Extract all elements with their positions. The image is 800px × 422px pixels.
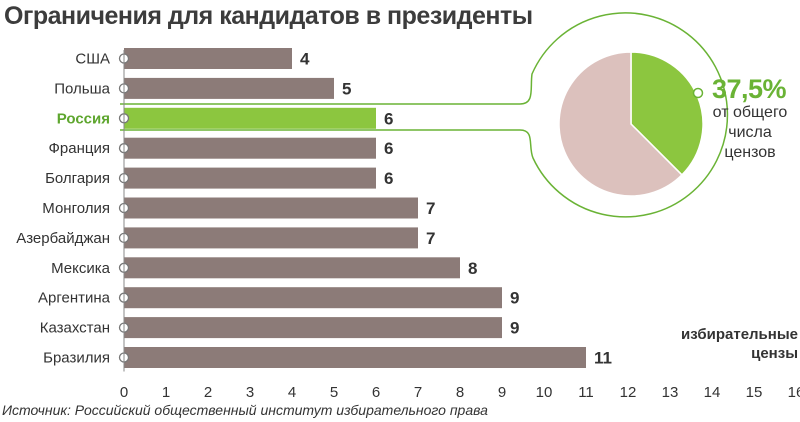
- x-tick-label: 2: [204, 384, 212, 401]
- data-label: 7: [426, 229, 435, 248]
- callout-outline: [120, 12, 729, 218]
- category-label: Бразилия: [43, 350, 110, 367]
- data-label: 9: [510, 319, 519, 338]
- x-tick-label: 15: [746, 384, 763, 401]
- x-tick-label: 10: [536, 384, 553, 401]
- bar: [124, 167, 376, 189]
- bar: [124, 227, 418, 249]
- x-tick-label: 0: [120, 384, 128, 401]
- bar: [124, 257, 460, 279]
- bar: [124, 137, 376, 159]
- pie-caption: от общего числа цензов: [700, 103, 800, 163]
- x-axis-label-line-1: избирательные: [681, 326, 798, 343]
- pie-caption-line-1: от общего: [712, 104, 788, 121]
- category-label: Монголия: [42, 200, 110, 217]
- pie-slice: [558, 51, 683, 197]
- x-tick-label: 6: [372, 384, 380, 401]
- x-tick-label: 14: [704, 384, 721, 401]
- bar: [124, 77, 334, 99]
- bar: [124, 197, 418, 219]
- category-label: Россия: [57, 110, 110, 127]
- pie-pointer-dot: [692, 87, 704, 99]
- data-label: 6: [384, 139, 393, 158]
- x-axis-label-line-2: цензы: [751, 345, 798, 362]
- category-label: Польша: [54, 80, 110, 97]
- x-tick-label: 13: [662, 384, 679, 401]
- x-tick-label: 12: [620, 384, 637, 401]
- data-label: 4: [300, 50, 310, 69]
- data-label: 9: [510, 289, 519, 308]
- x-tick-label: 3: [246, 384, 254, 401]
- x-tick-label: 4: [288, 384, 296, 401]
- pie-percentage: 37,5%: [712, 74, 787, 104]
- bar: [124, 287, 502, 309]
- x-axis-label: избирательные цензы: [638, 325, 798, 363]
- category-label: Казахстан: [40, 320, 110, 337]
- data-label: 7: [426, 199, 435, 218]
- category-label: Франция: [49, 140, 110, 157]
- pie-caption-line-3: цензов: [724, 144, 776, 161]
- x-tick-label: 9: [498, 384, 506, 401]
- category-label: Болгария: [45, 170, 110, 187]
- data-label: 5: [342, 79, 351, 98]
- chart-title: Ограничения для кандидатов в президенты: [4, 2, 533, 30]
- data-label: 6: [384, 109, 393, 128]
- x-tick-label: 8: [456, 384, 464, 401]
- data-label: 8: [468, 259, 477, 278]
- category-label: США: [75, 51, 110, 68]
- pie-caption-line-2: числа: [728, 124, 772, 141]
- x-tick-label: 5: [330, 384, 338, 401]
- category-label: Мексика: [51, 260, 111, 277]
- x-tick-label: 7: [414, 384, 422, 401]
- bar: [124, 48, 292, 69]
- source-note: Источник: Российский общественный инстит…: [2, 402, 488, 418]
- data-label: 11: [594, 349, 612, 368]
- bar: [124, 107, 376, 129]
- category-label: Аргентина: [38, 290, 111, 307]
- x-tick-label: 11: [578, 384, 594, 401]
- bar: [124, 347, 586, 368]
- x-tick-label: 1: [162, 384, 170, 401]
- bar: [124, 317, 502, 339]
- category-label: Азербайджан: [16, 230, 110, 247]
- x-tick-label: 16: [788, 384, 800, 401]
- data-label: 6: [384, 169, 393, 188]
